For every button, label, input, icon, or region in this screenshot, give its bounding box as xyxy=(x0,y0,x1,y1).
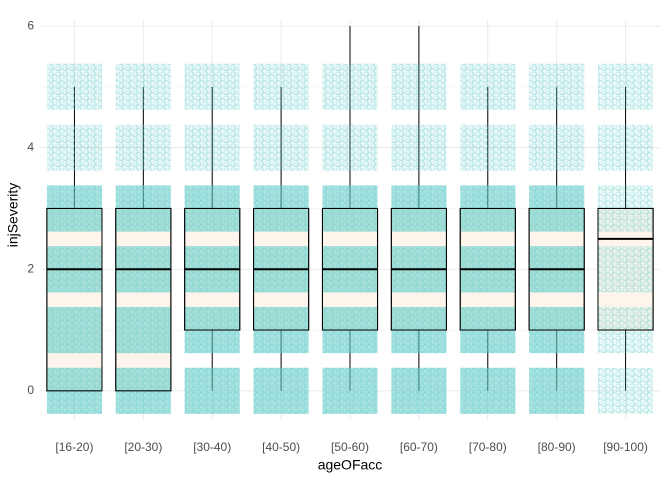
jitter-texture xyxy=(460,63,516,110)
jitter-texture xyxy=(115,124,171,171)
jitter-texture xyxy=(253,367,309,414)
y-tick-label: 0 xyxy=(27,383,34,397)
jitter-texture xyxy=(529,367,585,414)
y-tick-label: 2 xyxy=(27,261,34,275)
y-axis-title: injSeverity xyxy=(5,183,21,248)
box xyxy=(46,207,103,392)
x-axis-title: ageOFacc xyxy=(318,457,383,473)
x-tick-label: [60-70) xyxy=(400,440,438,454)
jitter-texture xyxy=(391,367,447,414)
jitter-texture xyxy=(322,124,378,171)
jitter-texture xyxy=(598,124,654,171)
jitter-texture xyxy=(115,306,171,354)
x-tick-label: [20-30) xyxy=(124,440,162,454)
jitter-texture xyxy=(391,63,447,110)
box xyxy=(115,207,172,392)
x-tick-label: [30-40) xyxy=(193,440,231,454)
box-frame xyxy=(46,207,103,392)
jitter-texture xyxy=(391,124,447,171)
jitter-texture xyxy=(46,63,102,110)
x-tick-label: [16-20) xyxy=(55,440,93,454)
x-tick-label: [70-80) xyxy=(469,440,507,454)
jitter-texture xyxy=(322,63,378,110)
x-tick-label: [50-60) xyxy=(331,440,369,454)
y-tick-label: 6 xyxy=(27,18,34,32)
jitter-texture xyxy=(46,306,102,354)
jitter-texture xyxy=(322,367,378,414)
y-tick-label: 4 xyxy=(27,140,34,154)
jitter-texture xyxy=(529,63,585,110)
jitter-texture xyxy=(115,63,171,110)
jitter-texture xyxy=(460,367,516,414)
x-tick-label: [90-100) xyxy=(603,440,648,454)
jitter-texture xyxy=(598,246,654,293)
x-tick-label: [80-90) xyxy=(538,440,576,454)
box-frame xyxy=(115,207,172,392)
jitter-texture xyxy=(253,124,309,171)
jitter-texture xyxy=(598,367,654,414)
jitter-texture xyxy=(46,124,102,171)
jitter-texture xyxy=(184,367,240,414)
jitter-texture xyxy=(253,63,309,110)
jitter-texture xyxy=(598,63,654,110)
jitter-texture xyxy=(529,124,585,171)
jitter-texture xyxy=(460,124,516,171)
jitter-texture xyxy=(184,124,240,171)
box-frame xyxy=(597,207,654,331)
jitter-texture xyxy=(184,63,240,110)
x-tick-label: [40-50) xyxy=(262,440,300,454)
